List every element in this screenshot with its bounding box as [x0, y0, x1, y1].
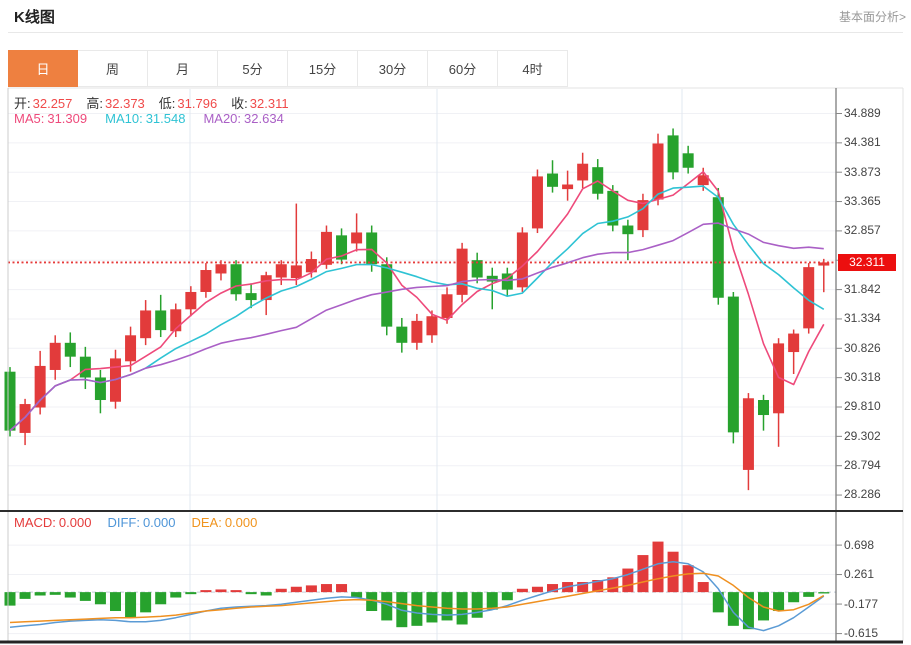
period-tab-5[interactable]: 30分 [358, 50, 428, 87]
period-tab-3[interactable]: 5分 [218, 50, 288, 87]
macd-y-tick: -0.177 [844, 596, 879, 611]
open-value: 32.257 [32, 96, 73, 111]
period-tab-1[interactable]: 周 [78, 50, 148, 87]
macd-label: MACD: [14, 515, 56, 530]
main-y-tick: 28.286 [844, 487, 881, 502]
current-price-tag: 32.311 [838, 254, 896, 271]
ma20-line [9, 222, 824, 432]
period-tabs: 日周月 5分 15分 30分 60分 4时 [8, 50, 568, 87]
period-tab-4[interactable]: 15分 [288, 50, 358, 87]
low-value: 31.796 [177, 96, 218, 111]
macd-y-tick: 0.698 [844, 537, 875, 552]
ma-legend-row: MA5: 31.309 MA10: 31.548 MA20: 32.634 [14, 111, 302, 126]
ma5-label: MA5: [14, 111, 45, 126]
fundamental-analysis-link[interactable]: 基本面分析> [838, 10, 906, 24]
ma10-value: 31.548 [145, 111, 186, 126]
main-y-tick: 34.381 [844, 135, 881, 150]
main-y-tick: 32.857 [844, 223, 881, 238]
high-value: 32.373 [105, 96, 145, 111]
macd-y-tick: 0.261 [844, 567, 875, 582]
low-label: 低: [158, 96, 176, 111]
ohlc-quote-row: 开: 32.257 高: 32.373 低: 31.796 收: 32.311 [14, 93, 303, 112]
main-y-tick: 29.810 [844, 399, 881, 414]
header-divider [8, 32, 903, 33]
main-y-tick: 30.826 [844, 340, 881, 355]
macd-histogram-group [4, 541, 830, 630]
main-y-tick: 31.842 [844, 282, 881, 297]
diff-line [9, 561, 825, 632]
period-tab-6[interactable]: 60分 [428, 50, 498, 87]
main-y-tick: 30.318 [844, 370, 881, 385]
main-y-tick: 33.365 [844, 194, 881, 209]
macd-value: 0.000 [58, 515, 92, 530]
high-label: 高: [86, 96, 104, 111]
page-title: K线图 [14, 9, 55, 26]
ma20-value: 32.634 [244, 111, 284, 126]
diff-value: 0.000 [142, 515, 176, 530]
main-y-tick: 29.302 [844, 428, 881, 443]
macd-legend-row: MACD: 0.000 DIFF: 0.000 DEA: 0.000 [14, 515, 273, 530]
main-y-tick: 34.889 [844, 106, 881, 120]
dea-label: DEA: [191, 515, 222, 530]
macd-y-tick: -0.615 [844, 626, 879, 641]
open-label: 开: [14, 96, 31, 111]
ma10-label: MA10: [105, 111, 143, 126]
period-tab-7[interactable]: 4时 [498, 50, 568, 87]
period-tab-0[interactable]: 日 [8, 50, 78, 87]
period-tab-2[interactable]: 月 [148, 50, 218, 87]
main-y-tick: 33.873 [844, 164, 881, 179]
candles-group [4, 128, 830, 491]
dea-line [9, 572, 825, 624]
ma10-line [9, 185, 825, 432]
ma5-line [9, 171, 825, 432]
close-label: 收: [231, 96, 248, 111]
main-y-tick: 31.334 [844, 311, 881, 326]
ma5-value: 31.309 [47, 111, 88, 126]
main-y-tick: 28.794 [844, 458, 881, 473]
dea-value: 0.000 [224, 515, 258, 530]
ma20-label: MA20: [203, 111, 242, 126]
diff-label: DIFF: [107, 515, 140, 530]
close-value: 32.311 [249, 96, 289, 111]
